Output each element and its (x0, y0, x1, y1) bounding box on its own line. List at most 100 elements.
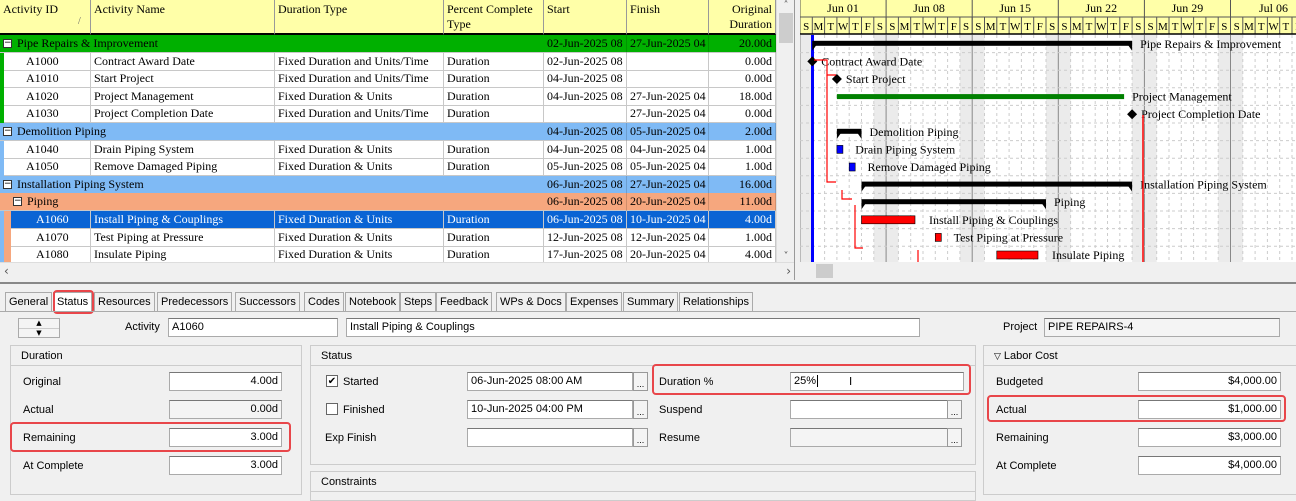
started-date-field[interactable]: 06-Jun-2025 08:00 AM (467, 372, 633, 391)
exp-finish-field[interactable] (467, 428, 633, 447)
tab-relationships[interactable]: Relationships (679, 292, 754, 311)
activity-row[interactable]: A1080 Insulate Piping Fixed Duration & Uni… (0, 246, 776, 265)
scroll-right-icon[interactable]: › (786, 264, 791, 278)
next-activity-icon[interactable]: ▼ (19, 328, 59, 338)
cell-id: A1010 (0, 70, 91, 89)
started-date-picker-button[interactable]: ... (633, 372, 648, 391)
wbs-row[interactable]: − Demolition Piping 04-Jun-2025 08 05-Jun-2… (0, 123, 776, 141)
tab-expenses[interactable]: Expenses (566, 292, 623, 311)
previous-activity-icon[interactable]: ▲ (36, 319, 42, 327)
scroll-left-icon[interactable]: ‹ (4, 264, 9, 278)
col-header-percent-complete-type[interactable]: Percent Complete Type (444, 0, 544, 35)
at-complete-cost-field[interactable]: $4,000.00 (1138, 456, 1281, 475)
wbs-row[interactable]: − Piping 06-Jun-2025 08 20-Jun-2025 04 11.00… (0, 193, 776, 212)
wbs-indent-strip (0, 228, 11, 247)
wbs-row[interactable]: − Pipe Repairs & Improvement 02-Jun-2025 0… (0, 35, 776, 53)
activity-row[interactable]: A1010 Start Project Fixed Duration and Uni… (0, 70, 776, 89)
original-duration-field[interactable]: 4.00d (169, 372, 282, 391)
day-label: S (889, 21, 895, 33)
horizontal-scrollbar[interactable]: ‹ › (0, 262, 794, 280)
wbs-indent-strip (0, 158, 4, 177)
activity-row[interactable]: A1050 Remove Damaged Piping Fixed Duration… (0, 158, 776, 177)
gantt-bar-label: Drain Piping System (855, 142, 956, 156)
remaining-duration-field[interactable]: 3.00d (169, 428, 282, 447)
cell-finish: 05-Jun-2025 04 (627, 123, 709, 141)
suspend-picker-button[interactable]: ... (947, 400, 962, 419)
col-header-duration-type[interactable]: Duration Type (275, 0, 444, 35)
wbs-row[interactable]: − Installation Piping System 06-Jun-2025 0… (0, 175, 776, 194)
activity-row[interactable]: A1070 Test Piping at Pressure Fixed Durati… (0, 228, 776, 247)
activity-row[interactable]: A1060 Install Piping & Couplings Fixed Dur… (0, 211, 776, 229)
day-label: M (986, 21, 996, 33)
day-label: S (1061, 21, 1067, 33)
day-label: S (877, 21, 883, 33)
day-label: S (803, 21, 809, 33)
col-header-activity-id[interactable]: Activity ID / (0, 0, 91, 35)
activity-bar (836, 145, 844, 154)
remaining-cost-field[interactable]: $3,000.00 (1138, 428, 1281, 447)
budgeted-cost-field[interactable]: $4,000.00 (1138, 372, 1281, 391)
col-header-activity-name[interactable]: Activity Name (91, 0, 275, 35)
scroll-thumb[interactable] (779, 13, 793, 43)
vertical-scrollbar[interactable]: ˄ ˅ (776, 0, 794, 262)
tab-notebook[interactable]: Notebook (345, 292, 401, 311)
weekend-shade (1058, 35, 1071, 262)
col-header-start[interactable]: Start (544, 0, 627, 35)
tab-wps-docs[interactable]: WPs & Docs (496, 292, 566, 311)
collapse-toggle-icon[interactable]: − (3, 178, 12, 189)
day-label: T (1086, 21, 1093, 33)
tab-successors[interactable]: Successors (235, 292, 300, 311)
tab-resources[interactable]: Resources (94, 292, 155, 311)
col-header-finish[interactable]: Finish (627, 0, 709, 35)
collapse-toggle-icon[interactable]: − (13, 196, 22, 207)
activity-row[interactable]: A1040 Drain Piping System Fixed Duration &… (0, 140, 776, 159)
cell-dur-type: Fixed Duration and Units/Time (275, 52, 444, 71)
gantt-bar-label: Start Project (846, 72, 906, 86)
tab-general[interactable]: General (5, 292, 53, 311)
activity-bar (848, 162, 856, 172)
finished-checkbox[interactable] (326, 403, 338, 415)
gantt-chart[interactable]: Jun 01 S M T W T F S Jun 08 S M T W T F S Jun 15 S M T W T F S J… (800, 0, 1296, 280)
tab-feedback[interactable]: Feedback (436, 292, 493, 311)
tab-predecessors[interactable]: Predecessors (157, 292, 233, 311)
tab-codes[interactable]: Codes (304, 292, 344, 311)
started-label: Started (343, 376, 379, 388)
started-checkbox[interactable]: ✔ (326, 375, 338, 387)
cell-dur-type: Fixed Duration & Units (275, 158, 444, 177)
cell-finish: 27-Jun-2025 04 (627, 87, 709, 106)
activity-row[interactable]: A1020 Project Management Fixed Duration & … (0, 87, 776, 106)
activity-name-field[interactable]: Install Piping & Couplings (346, 318, 920, 337)
relationship-line (814, 59, 836, 76)
suspend-field[interactable] (790, 400, 948, 419)
activity-row[interactable]: A1000 Contract Award Date Fixed Duration a… (0, 52, 776, 71)
activity-spinner[interactable]: ▲ ▼ (18, 318, 60, 338)
exp-finish-picker-button[interactable]: ... (633, 428, 648, 447)
day-label: W (1010, 21, 1021, 33)
collapse-icon[interactable]: ▽ (994, 352, 1001, 362)
tab-status[interactable]: Status (53, 292, 93, 312)
cell-orig: 0.00d (709, 70, 776, 89)
finished-date-field[interactable]: 10-Jun-2025 04:00 PM (467, 400, 633, 419)
scroll-down-icon[interactable]: ˅ (783, 251, 789, 262)
col-header-original-duration[interactable]: Original Duration (709, 0, 776, 35)
activity-id-field[interactable]: A1060 (168, 318, 338, 337)
weekend-shade (959, 35, 973, 262)
at-complete-duration-field[interactable]: 3.00d (169, 456, 282, 475)
finished-date-picker-button[interactable]: ... (633, 400, 648, 419)
cell-finish: 04-Jun-2025 04 (627, 140, 709, 159)
finished-label: Finished (343, 404, 385, 416)
tab-steps[interactable]: Steps (400, 292, 437, 311)
wbs-name: Piping (27, 194, 59, 209)
cell-finish: 10-Jun-2025 04 (627, 211, 709, 229)
day-label: M (814, 21, 824, 33)
details-body: ▲ ▼ Activity A1060 Install Piping & Coupl… (0, 311, 1296, 501)
duration-percent-field[interactable]: 25% I (790, 372, 964, 391)
scroll-up-icon[interactable]: ˄ (783, 0, 789, 11)
tab-summary[interactable]: Summary (623, 292, 679, 311)
cell-pct-type: Duration (444, 70, 544, 89)
actual-cost-field[interactable]: $1,000.00 (1138, 400, 1281, 419)
activity-row[interactable]: A1030 Project Completion Date Fixed Durati… (0, 105, 776, 124)
labor-cost-header[interactable]: ▽ Labor Cost (984, 346, 1296, 366)
collapse-toggle-icon[interactable]: − (3, 38, 12, 48)
collapse-toggle-icon[interactable]: − (3, 126, 12, 136)
